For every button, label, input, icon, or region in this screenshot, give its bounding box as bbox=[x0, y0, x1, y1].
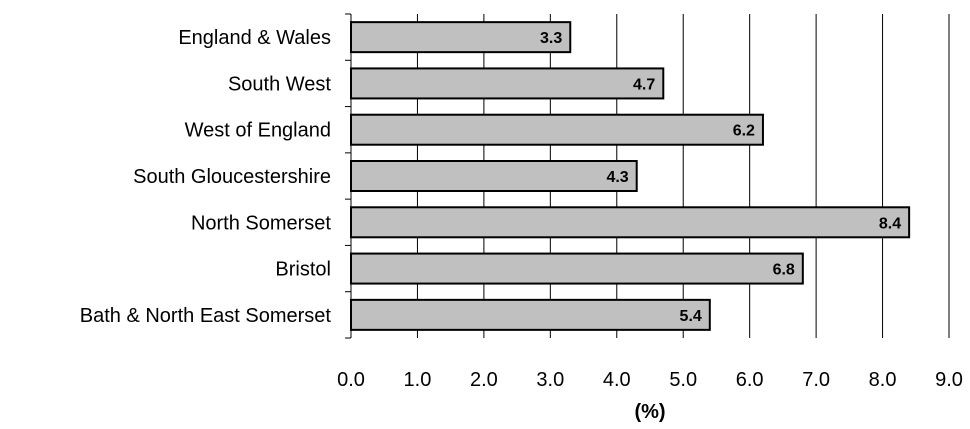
category-label: West of England bbox=[185, 120, 331, 142]
bar bbox=[350, 21, 572, 54]
data-label: 5.4 bbox=[680, 308, 702, 325]
category-label: South Gloucestershire bbox=[133, 166, 331, 188]
bar bbox=[350, 113, 764, 146]
x-tick-label: 8.0 bbox=[869, 369, 897, 391]
bar bbox=[350, 298, 711, 331]
category-label: South West bbox=[228, 73, 331, 95]
data-label: 4.7 bbox=[633, 76, 655, 93]
x-tick-label: 7.0 bbox=[802, 369, 830, 391]
x-tick-label: 3.0 bbox=[536, 369, 564, 391]
x-tick-label: 2.0 bbox=[470, 369, 498, 391]
data-label: 4.3 bbox=[606, 169, 628, 186]
bar bbox=[350, 206, 911, 239]
bar bbox=[350, 67, 665, 100]
data-label: 3.3 bbox=[540, 30, 562, 47]
x-tick-label: 0.0 bbox=[337, 369, 365, 391]
x-axis-title: (%) bbox=[634, 401, 665, 423]
category-label: England & Wales bbox=[178, 27, 331, 49]
category-label: Bristol bbox=[275, 259, 331, 281]
x-tick-label: 1.0 bbox=[404, 369, 432, 391]
x-tick-labels: 0.0 1.0 2.0 3.0 4.0 5.0 6.0 7.0 8.0 9.0 bbox=[337, 369, 963, 391]
category-label: Bath & North East Somerset bbox=[80, 305, 332, 327]
data-label: 6.2 bbox=[733, 123, 755, 140]
axes bbox=[345, 13, 352, 339]
data-label: 8.4 bbox=[879, 215, 901, 232]
bars: 3.3 4.7 6.2 4.3 8.4 6.8 5.4 bbox=[350, 21, 911, 331]
x-tick-label: 6.0 bbox=[736, 369, 764, 391]
x-tick-label: 9.0 bbox=[935, 369, 963, 391]
x-tick-label: 5.0 bbox=[669, 369, 697, 391]
bar bbox=[350, 252, 804, 285]
bar bbox=[350, 160, 638, 192]
category-labels: England & Wales South West West of England… bbox=[80, 27, 332, 327]
x-tick-label: 4.0 bbox=[603, 369, 631, 391]
data-label: 6.8 bbox=[773, 262, 795, 279]
category-label: North Somerset bbox=[191, 212, 331, 234]
